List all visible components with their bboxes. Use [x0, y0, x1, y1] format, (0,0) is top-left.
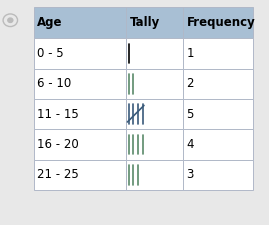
Text: 5: 5: [186, 108, 194, 121]
Text: 21 - 25: 21 - 25: [37, 169, 79, 181]
Bar: [126, 129, 183, 160]
Text: 0 - 5: 0 - 5: [37, 47, 64, 60]
Bar: [183, 69, 253, 99]
Bar: [34, 160, 126, 190]
Bar: [126, 99, 183, 129]
Bar: [183, 129, 253, 160]
Bar: [183, 99, 253, 129]
Bar: [126, 160, 183, 190]
Bar: [126, 7, 183, 38]
Text: 16 - 20: 16 - 20: [37, 138, 79, 151]
Text: Frequency: Frequency: [186, 16, 255, 29]
Bar: [183, 160, 253, 190]
Bar: [34, 7, 126, 38]
Bar: [34, 69, 126, 99]
Text: 3: 3: [186, 169, 194, 181]
Text: 1: 1: [186, 47, 194, 60]
Text: 11 - 15: 11 - 15: [37, 108, 79, 121]
Text: 2: 2: [186, 77, 194, 90]
Bar: [126, 38, 183, 69]
Bar: [34, 99, 126, 129]
Text: 4: 4: [186, 138, 194, 151]
Text: Age: Age: [37, 16, 63, 29]
Circle shape: [8, 18, 13, 22]
Bar: [183, 38, 253, 69]
Bar: [126, 69, 183, 99]
Text: Tally: Tally: [129, 16, 160, 29]
Bar: [34, 38, 126, 69]
Text: 6 - 10: 6 - 10: [37, 77, 72, 90]
Bar: [183, 7, 253, 38]
Bar: [34, 129, 126, 160]
